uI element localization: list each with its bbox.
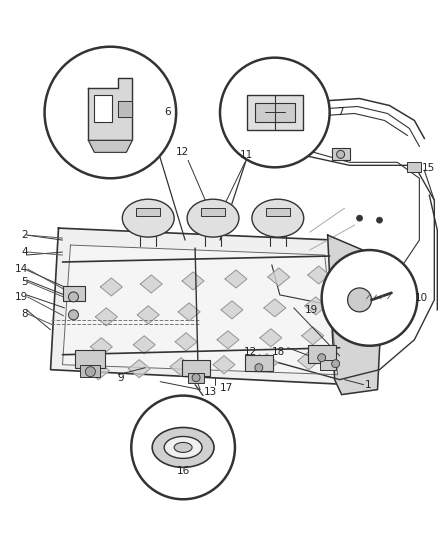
Text: 15: 15	[420, 163, 434, 173]
Circle shape	[68, 292, 78, 302]
Text: 18: 18	[271, 347, 284, 357]
Bar	[187, 373, 204, 383]
Text: 5: 5	[21, 277, 28, 287]
Circle shape	[254, 364, 262, 372]
Text: 8: 8	[21, 309, 28, 319]
Circle shape	[356, 215, 362, 221]
Polygon shape	[224, 270, 246, 288]
Text: 12: 12	[175, 147, 188, 157]
Polygon shape	[307, 266, 329, 284]
Circle shape	[336, 150, 344, 158]
Ellipse shape	[187, 199, 238, 237]
Polygon shape	[178, 303, 200, 321]
Polygon shape	[304, 297, 326, 315]
Polygon shape	[327, 235, 381, 394]
Bar	[136, 208, 160, 216]
Polygon shape	[216, 331, 238, 349]
Polygon shape	[90, 338, 112, 356]
Polygon shape	[88, 140, 132, 152]
Text: 1: 1	[364, 379, 370, 390]
Bar	[244, 355, 272, 370]
Text: 16: 16	[176, 466, 189, 477]
Bar	[406, 163, 420, 172]
Polygon shape	[128, 360, 150, 378]
Bar	[75, 350, 105, 368]
Polygon shape	[297, 352, 319, 370]
Bar	[307, 345, 335, 362]
Bar	[254, 102, 294, 123]
Text: 19: 19	[304, 305, 317, 315]
Polygon shape	[259, 329, 281, 347]
Bar	[80, 365, 100, 377]
Ellipse shape	[251, 199, 303, 237]
Bar	[64, 286, 85, 301]
Bar	[182, 360, 209, 376]
Circle shape	[347, 288, 371, 312]
Polygon shape	[267, 268, 289, 286]
Text: 17: 17	[219, 383, 233, 393]
Polygon shape	[212, 356, 234, 374]
Polygon shape	[88, 78, 132, 140]
Polygon shape	[50, 228, 349, 385]
Polygon shape	[62, 245, 337, 375]
Polygon shape	[133, 336, 155, 354]
Text: 14: 14	[14, 264, 28, 274]
Circle shape	[192, 374, 200, 382]
Circle shape	[68, 310, 78, 320]
Text: 7: 7	[336, 108, 343, 117]
Polygon shape	[137, 306, 159, 324]
Circle shape	[131, 395, 234, 499]
Bar	[319, 360, 335, 370]
Circle shape	[317, 354, 325, 362]
Text: 2: 2	[21, 230, 28, 240]
Polygon shape	[175, 333, 197, 351]
Bar	[201, 208, 224, 216]
Bar	[94, 94, 112, 123]
Text: 9: 9	[117, 373, 124, 383]
Polygon shape	[301, 327, 323, 345]
Polygon shape	[87, 362, 109, 379]
Text: 12: 12	[244, 347, 257, 357]
Polygon shape	[182, 272, 204, 290]
Circle shape	[44, 47, 176, 178]
Ellipse shape	[122, 199, 174, 237]
Circle shape	[376, 217, 381, 223]
Text: 13: 13	[204, 386, 217, 397]
Polygon shape	[95, 308, 117, 326]
Bar	[246, 94, 302, 131]
Text: 11: 11	[240, 150, 253, 160]
Polygon shape	[220, 301, 242, 319]
Ellipse shape	[174, 442, 192, 453]
Circle shape	[331, 360, 339, 368]
Text: 10: 10	[413, 293, 427, 303]
Polygon shape	[255, 354, 277, 372]
Polygon shape	[118, 101, 132, 117]
Circle shape	[219, 58, 329, 167]
Ellipse shape	[164, 437, 201, 458]
Polygon shape	[100, 278, 122, 296]
Polygon shape	[170, 358, 192, 376]
Bar	[265, 208, 289, 216]
Bar	[331, 148, 349, 160]
Text: 6: 6	[163, 108, 170, 117]
Polygon shape	[263, 299, 285, 317]
Circle shape	[321, 250, 417, 346]
Circle shape	[85, 367, 95, 377]
Text: 19: 19	[14, 292, 28, 302]
Ellipse shape	[152, 427, 214, 467]
Text: 4: 4	[21, 247, 28, 257]
Polygon shape	[140, 275, 162, 293]
